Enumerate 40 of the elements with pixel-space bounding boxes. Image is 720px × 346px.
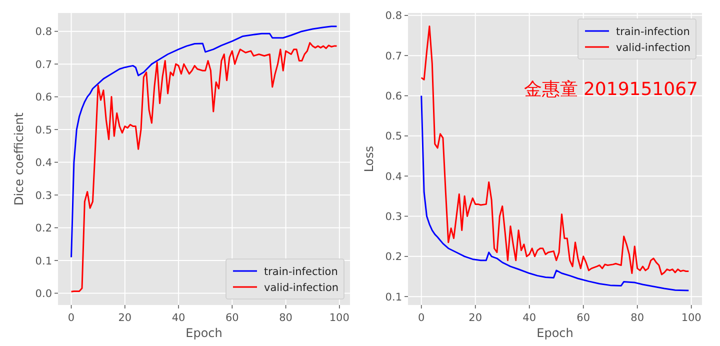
line-series <box>70 42 338 292</box>
y-tick-label: 0.6 <box>385 90 402 103</box>
legend-label: valid-infection <box>616 42 691 54</box>
y-tick-label: 0.7 <box>385 50 402 62</box>
y-tick-label: 0.4 <box>35 157 52 170</box>
x-tick-label: 60 <box>576 312 590 324</box>
x-tick-label: 100 <box>681 312 702 324</box>
y-tick-label: 0.1 <box>385 291 402 304</box>
x-tick-label: 0 <box>68 312 75 324</box>
y-axis-title: Dice coefficient <box>12 112 26 206</box>
y-tick-label: 0.3 <box>35 190 52 202</box>
x-tick-label: 100 <box>329 312 350 324</box>
y-axis-title: Loss <box>362 146 376 172</box>
y-tick-label: 0.3 <box>385 211 402 224</box>
x-tick-label: 80 <box>279 312 292 324</box>
x-tick-label: 20 <box>118 312 132 324</box>
x-tick-label: 40 <box>522 312 536 324</box>
y-tick-label: 0.1 <box>35 255 52 268</box>
y-tick-label: 0.8 <box>385 10 402 22</box>
y-tick-label: 0.5 <box>35 124 52 136</box>
x-tick-label: 20 <box>468 312 482 324</box>
x-axis-title: Epoch <box>536 326 574 340</box>
y-tick-label: 0.4 <box>385 170 402 183</box>
x-tick-label: 40 <box>172 312 186 324</box>
x-axis-title: Epoch <box>186 326 222 340</box>
line-series <box>70 26 338 258</box>
y-tick-label: 0.5 <box>385 130 402 143</box>
annotation: 金惠童 2019151067 <box>524 79 698 100</box>
y-tick-label: 0.2 <box>385 251 402 264</box>
legend-label: valid-infection <box>264 282 339 294</box>
x-tick-label: 0 <box>418 312 425 324</box>
legend-label: train-infection <box>616 26 690 38</box>
y-tick-label: 0.2 <box>35 222 52 235</box>
x-tick-label: 60 <box>225 312 239 324</box>
legend-label: train-infection <box>264 266 338 278</box>
y-tick-label: 0.6 <box>35 92 52 104</box>
x-tick-label: 80 <box>630 312 644 324</box>
y-tick-label: 0.0 <box>35 288 52 300</box>
y-tick-label: 0.7 <box>35 58 52 71</box>
y-tick-label: 0.8 <box>35 26 52 38</box>
